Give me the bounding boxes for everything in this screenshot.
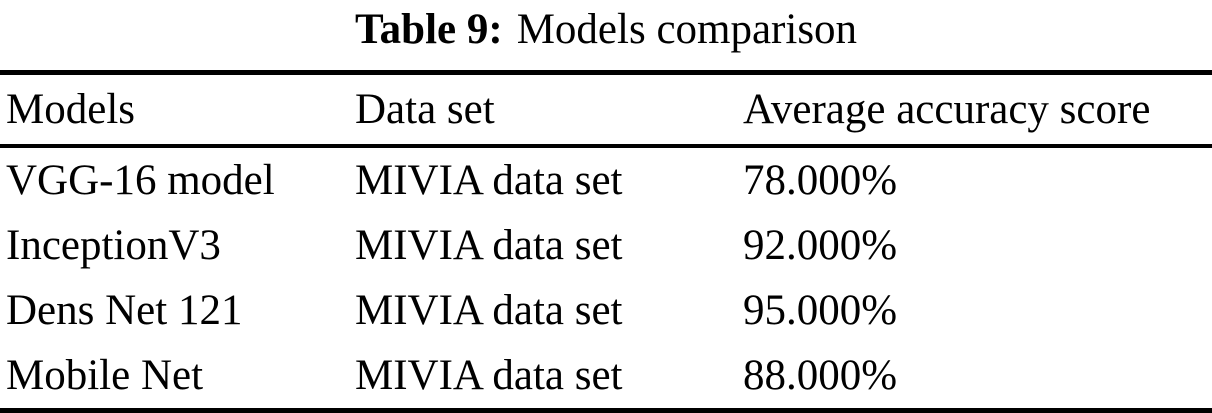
cell-accuracy: 95.000%: [743, 287, 898, 334]
table-row: VGG-16 model MIVIA data set 78.000%: [0, 146, 1212, 213]
cell-dataset: MIVIA data set: [355, 157, 623, 204]
table-row: Dens Net 121 MIVIA data set 95.000%: [0, 278, 1212, 343]
table-row: InceptionV3 MIVIA data set 92.000%: [0, 213, 1212, 278]
table-caption-label: Table 9:: [354, 6, 503, 53]
table-caption: Table 9: Models comparison: [0, 0, 1212, 70]
cell-model-name: InceptionV3: [6, 222, 221, 269]
cell-accuracy: 92.000%: [743, 222, 898, 269]
models-comparison-table: Models Data set Average accuracy score V…: [0, 70, 1212, 413]
cell-accuracy: 88.000%: [743, 352, 898, 399]
column-header-accuracy: Average accuracy score: [743, 72, 1212, 148]
table-row: Mobile Net MIVIA data set 88.000%: [0, 343, 1212, 411]
cell-accuracy: 78.000%: [743, 157, 898, 204]
cell-model-name: Mobile Net: [6, 352, 204, 399]
cell-dataset: MIVIA data set: [355, 222, 623, 269]
cell-model-name: VGG-16 model: [6, 157, 275, 204]
table-header: Models Data set Average accuracy score: [0, 72, 1212, 148]
table-caption-title: Models comparison: [516, 6, 858, 53]
column-header-dataset: Data set: [355, 72, 743, 148]
cell-dataset: MIVIA data set: [355, 287, 623, 334]
header-row: Models Data set Average accuracy score: [0, 72, 1212, 148]
table-body: VGG-16 model MIVIA data set 78.000% Ince…: [0, 146, 1212, 411]
cell-dataset: MIVIA data set: [355, 352, 623, 399]
column-header-models: Models: [0, 72, 355, 148]
cell-model-name: Dens Net 121: [6, 287, 243, 334]
